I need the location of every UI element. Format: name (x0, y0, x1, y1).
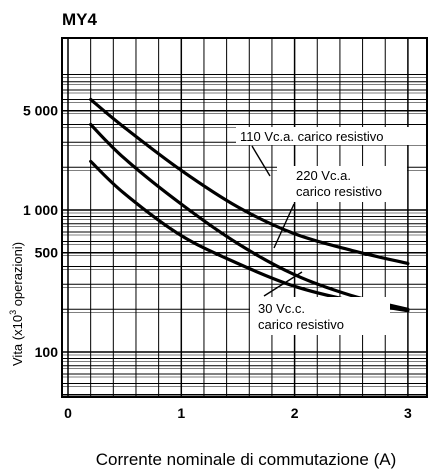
x-tick-label: 0 (64, 405, 72, 421)
label-background (236, 127, 426, 145)
series-line-1 (89, 97, 410, 266)
series-label-text: carico resistivo (258, 317, 344, 332)
series-label-text: carico resistivo (296, 184, 382, 199)
series-line-2 (89, 122, 410, 311)
y-tick-label: 500 (35, 245, 59, 261)
series-label-text: 220 Vc.a. (296, 168, 351, 183)
x-tick-label: 3 (404, 405, 412, 421)
x-tick-label: 2 (291, 405, 299, 421)
plot-frame (61, 37, 428, 398)
x-tick-label: 1 (177, 405, 185, 421)
label-background (250, 297, 390, 335)
grid (62, 38, 427, 399)
label-leader-line (273, 203, 295, 249)
chart-title: MY4 (62, 10, 98, 29)
series-label-1: 110 Vc.a. carico resistivo (236, 127, 426, 177)
x-axis-ticks: 0 1 2 3 (64, 405, 412, 421)
series-label-text: 110 Vc.a. carico resistivo (240, 129, 384, 144)
series-label-3: 30 Vc.c.carico resistivo (250, 271, 390, 335)
y-axis-label: Vita (x103 operazioni) (8, 242, 25, 366)
series-label-text: 30 Vc.c. (258, 301, 305, 316)
label-background (277, 166, 407, 202)
y-tick-label: 5 000 (23, 103, 58, 119)
label-leader-line (251, 145, 271, 177)
series-label-2: 220 Vc.a.carico resistivo (273, 166, 407, 249)
x-axis-label: Corrente nominale di commutazione (A) (96, 450, 396, 469)
label-leader-line (263, 271, 303, 297)
y-tick-label: 100 (35, 344, 59, 360)
y-tick-label: 1 000 (23, 202, 58, 218)
y-axis-ticks: 100 500 1 000 5 000 (23, 103, 58, 360)
